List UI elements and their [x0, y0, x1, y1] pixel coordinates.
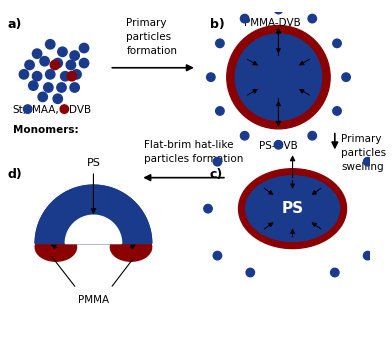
Circle shape	[38, 92, 47, 102]
Text: PS: PS	[87, 158, 100, 213]
Text: d): d)	[7, 168, 22, 181]
Circle shape	[66, 60, 76, 70]
Circle shape	[33, 71, 42, 81]
Circle shape	[79, 58, 89, 68]
Text: PS-DVB: PS-DVB	[259, 141, 298, 151]
Circle shape	[33, 49, 42, 58]
Circle shape	[25, 60, 34, 70]
Circle shape	[60, 71, 70, 81]
Circle shape	[207, 73, 215, 82]
Circle shape	[333, 107, 341, 115]
Ellipse shape	[246, 176, 339, 242]
Circle shape	[213, 158, 221, 166]
Text: Flat-brim hat-like
particles formation: Flat-brim hat-like particles formation	[144, 139, 243, 163]
Circle shape	[70, 83, 79, 92]
Circle shape	[70, 51, 79, 60]
Circle shape	[240, 14, 249, 23]
Circle shape	[45, 40, 55, 49]
Circle shape	[363, 158, 372, 166]
Text: Monomers:: Monomers:	[13, 125, 78, 135]
Circle shape	[373, 205, 381, 213]
Circle shape	[53, 58, 62, 68]
Circle shape	[40, 56, 49, 66]
Circle shape	[363, 252, 372, 260]
Circle shape	[274, 141, 283, 149]
Polygon shape	[65, 215, 122, 244]
Circle shape	[58, 47, 67, 56]
Text: Primary
particles
swelling: Primary particles swelling	[341, 134, 387, 173]
Circle shape	[213, 252, 221, 260]
Circle shape	[29, 81, 38, 90]
Circle shape	[67, 71, 76, 81]
Polygon shape	[35, 185, 152, 244]
Circle shape	[308, 131, 316, 140]
Circle shape	[57, 83, 66, 92]
Circle shape	[204, 205, 212, 213]
Circle shape	[342, 73, 350, 82]
Circle shape	[227, 25, 330, 129]
Circle shape	[60, 105, 69, 113]
Circle shape	[79, 43, 89, 53]
Text: DVB: DVB	[69, 105, 91, 115]
Circle shape	[235, 34, 322, 120]
Circle shape	[274, 5, 283, 14]
Circle shape	[24, 105, 32, 113]
Text: St,: St,	[13, 105, 27, 115]
Circle shape	[333, 39, 341, 48]
Circle shape	[45, 70, 55, 79]
Circle shape	[216, 39, 224, 48]
Circle shape	[53, 94, 62, 103]
Text: c): c)	[210, 168, 223, 181]
Circle shape	[72, 70, 81, 79]
Text: PMMA: PMMA	[78, 295, 109, 305]
Circle shape	[308, 14, 316, 23]
Ellipse shape	[35, 233, 76, 261]
Text: PS: PS	[281, 201, 304, 216]
Circle shape	[50, 60, 60, 70]
Circle shape	[44, 83, 53, 92]
Circle shape	[246, 268, 254, 277]
Ellipse shape	[239, 169, 347, 249]
Circle shape	[240, 131, 249, 140]
Circle shape	[330, 268, 339, 277]
Circle shape	[216, 107, 224, 115]
Text: PMMA-DVB: PMMA-DVB	[244, 18, 300, 28]
Text: MAA,: MAA,	[33, 105, 59, 115]
Ellipse shape	[110, 233, 152, 261]
Polygon shape	[35, 185, 152, 244]
Text: a): a)	[7, 18, 22, 31]
Text: b): b)	[210, 18, 225, 31]
Text: Primary
particles
formation: Primary particles formation	[126, 17, 177, 56]
Circle shape	[19, 70, 29, 79]
